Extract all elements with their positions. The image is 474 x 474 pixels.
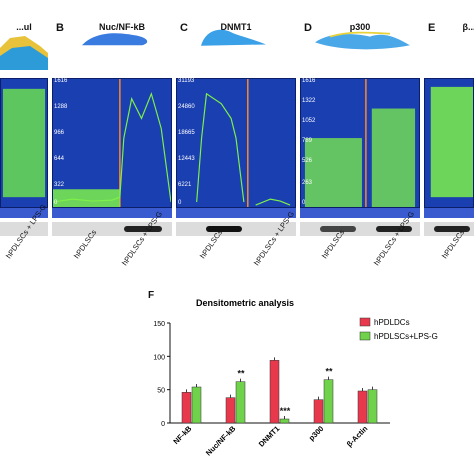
panel-title: ...ul: [16, 22, 32, 32]
bar: [357, 390, 368, 424]
tick: 0: [302, 200, 306, 206]
tick: 789: [302, 138, 313, 144]
tick: 1616: [302, 78, 316, 84]
panel-letter: B: [56, 22, 64, 34]
panel-c: C DNMT1 31193 24860 18665 12443 6221 0: [176, 0, 296, 255]
bar: [323, 379, 334, 424]
densitometry-chart: Densitometric analysisVol %050100150NF-k…: [153, 298, 438, 458]
panel-letter: D: [304, 22, 312, 34]
x-tick-label: β-Actin: [345, 424, 370, 449]
bar: [269, 360, 280, 424]
density-plot: [0, 78, 48, 208]
tick: 322: [54, 182, 65, 188]
panel-title: p300: [349, 22, 371, 32]
tick: 1288: [54, 104, 68, 110]
bar: [225, 397, 236, 424]
x-tick-label: NF-kB: [171, 424, 193, 446]
y-tick-label: 150: [153, 321, 165, 328]
heatmap-a: [0, 36, 48, 70]
panel-e: E β...: [424, 0, 474, 255]
tick: 1052: [302, 118, 316, 124]
panel-title: DNMT1: [220, 22, 252, 32]
tick: 18665: [178, 130, 195, 136]
blot-strip: [0, 222, 48, 236]
panel-title: Nuc/NF-kB: [98, 22, 145, 32]
x-tick-label: p300: [307, 424, 325, 442]
panel-letter: E: [428, 22, 436, 34]
x-tick-label: Nuc/NF-kB: [204, 424, 238, 458]
tick: 0: [178, 200, 182, 206]
tick: 1616: [54, 78, 68, 84]
bar: [313, 399, 324, 424]
lane-bar: [424, 208, 474, 218]
y-tick-label: 100: [153, 354, 165, 361]
lane-bar: [52, 208, 172, 218]
bar: [235, 381, 246, 424]
density-plot: [300, 78, 420, 208]
significance-label: ***: [280, 406, 291, 416]
density-plot: [424, 78, 474, 208]
legend-label: hPDLSCs+LPS-G: [374, 332, 438, 341]
panel-letter: C: [180, 22, 188, 34]
tick: 644: [54, 156, 65, 162]
blot-strip: [52, 222, 172, 236]
significance-label: **: [325, 367, 333, 377]
panel-title: β...: [462, 22, 474, 32]
blot-strip: [424, 222, 474, 236]
panel-d: D p300 1616 1322 1052 789 526 263 0: [300, 0, 420, 255]
heatmap-c: [201, 29, 266, 46]
heatmap-d: [315, 31, 410, 50]
bar: [367, 389, 378, 424]
significance-label: **: [237, 369, 245, 379]
heatmap-b: [82, 33, 148, 46]
blot-strip: [176, 222, 296, 236]
blot-strip: [300, 222, 420, 236]
legend-swatch: [359, 317, 371, 327]
tick: 526: [302, 158, 313, 164]
figure-letter: F: [148, 290, 155, 301]
legend-label: hPDLDCs: [374, 318, 410, 327]
tick: 263: [302, 180, 313, 186]
y-tick-label: 50: [157, 388, 165, 395]
bar: [191, 386, 202, 424]
lane-bar: [176, 208, 296, 218]
panel-a: ...ul: [0, 0, 48, 255]
bar: [279, 418, 290, 424]
tick: 6221: [178, 182, 192, 188]
density-plot: [176, 78, 296, 208]
x-tick-label: DNMT1: [257, 424, 282, 449]
tick: 1322: [302, 98, 316, 104]
y-tick-label: 0: [161, 421, 165, 428]
chart-title: Densitometric analysis: [196, 298, 294, 308]
density-plot: [52, 78, 172, 208]
bar: [181, 392, 192, 424]
lane-bar: [0, 208, 48, 218]
panel-b: B Nuc/NF-kB 1616 1288 966 644 322 0: [52, 0, 172, 255]
lane-bar: [300, 208, 420, 218]
legend-swatch: [359, 331, 371, 341]
tick: 0: [54, 200, 58, 206]
tick: 31193: [178, 78, 195, 84]
tick: 12443: [178, 156, 195, 162]
tick: 24860: [178, 104, 195, 110]
tick: 966: [54, 130, 65, 136]
